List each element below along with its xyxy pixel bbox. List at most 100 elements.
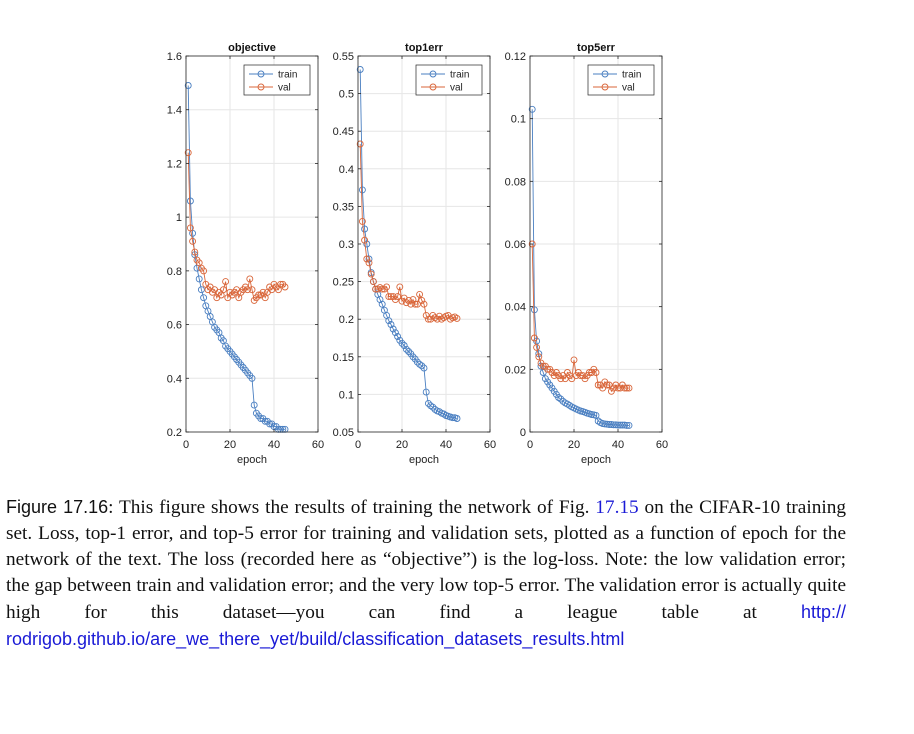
data-point-train bbox=[621, 421, 629, 429]
data-point-val bbox=[533, 343, 541, 351]
data-point-val bbox=[424, 315, 432, 323]
data-point-train bbox=[378, 300, 386, 308]
data-point-val bbox=[385, 293, 393, 301]
y-tick-label: 0.05 bbox=[333, 427, 354, 439]
data-point-val bbox=[418, 296, 426, 304]
data-point-train bbox=[186, 197, 194, 205]
data-point-val bbox=[191, 248, 199, 256]
data-point-val bbox=[530, 334, 538, 342]
data-point-train bbox=[530, 306, 538, 314]
data-point-train bbox=[603, 420, 611, 428]
data-point-train bbox=[427, 402, 435, 410]
y-tick-label: 0.02 bbox=[505, 364, 526, 376]
legend-label-train: train bbox=[622, 70, 641, 81]
x-tick-label: 20 bbox=[568, 439, 580, 451]
y-tick-label: 0.3 bbox=[339, 239, 354, 251]
data-point-train bbox=[625, 421, 633, 429]
data-point-val bbox=[365, 259, 373, 267]
x-tick-label: 0 bbox=[355, 439, 361, 451]
data-point-train bbox=[248, 374, 256, 382]
y-tick-label: 1.4 bbox=[167, 105, 182, 117]
data-point-val bbox=[380, 285, 388, 293]
figure-canvas: 0 20 40 60 0.2 0.4 0.6 0.8 1 1.2 1.4 1.6 objective ep… bbox=[167, 42, 668, 466]
data-point-val bbox=[222, 278, 230, 286]
x-axis-label: epoch bbox=[409, 454, 439, 466]
data-point-val bbox=[603, 381, 611, 389]
y-tick-label: 0.8 bbox=[167, 266, 182, 278]
data-point-val bbox=[184, 149, 192, 157]
data-point-val bbox=[451, 313, 459, 321]
y-tick-label: 0.2 bbox=[167, 427, 182, 439]
y-tick-label: 0.06 bbox=[505, 239, 526, 251]
figure-reference-link[interactable]: 17.15 bbox=[595, 497, 639, 518]
x-tick-label: 20 bbox=[224, 439, 236, 451]
data-point-val bbox=[427, 315, 435, 323]
legend-marker-val bbox=[429, 83, 437, 91]
legend-marker-train bbox=[601, 70, 609, 78]
data-point-train bbox=[453, 415, 461, 422]
data-point-train bbox=[612, 421, 620, 429]
data-point-val bbox=[369, 278, 377, 286]
data-point-val bbox=[453, 314, 461, 322]
legend-marker-train bbox=[429, 70, 437, 78]
series-line-val bbox=[531, 243, 629, 393]
data-point-val bbox=[374, 285, 382, 293]
data-point-val bbox=[361, 236, 369, 244]
data-point-val bbox=[186, 224, 194, 232]
chart-title: top1err bbox=[405, 42, 444, 54]
data-point-train bbox=[398, 339, 406, 347]
data-point-val bbox=[363, 255, 371, 263]
data-point-train bbox=[356, 66, 364, 73]
data-point-val bbox=[244, 286, 252, 294]
caption-separator: : bbox=[108, 497, 114, 518]
data-point-train bbox=[197, 286, 205, 294]
data-point-train bbox=[420, 364, 428, 372]
legend-label-train: train bbox=[450, 70, 469, 81]
data-point-val bbox=[200, 267, 208, 275]
data-point-train bbox=[405, 348, 413, 355]
league-table-link[interactable]: http://​rodrigob.github.io/are_we_there_… bbox=[6, 602, 846, 649]
data-point-train bbox=[387, 321, 395, 328]
data-point-train bbox=[184, 82, 192, 89]
y-tick-label: 0.04 bbox=[505, 302, 526, 314]
x-tick-label: 40 bbox=[268, 439, 280, 451]
data-point-val bbox=[623, 384, 631, 392]
data-point-train bbox=[429, 403, 437, 411]
x-tick-label: 60 bbox=[312, 439, 324, 451]
data-point-train bbox=[358, 186, 366, 194]
data-point-train bbox=[416, 360, 424, 368]
data-point-train bbox=[422, 388, 430, 396]
data-point-train bbox=[555, 394, 563, 401]
data-point-val bbox=[585, 369, 593, 376]
data-point-val bbox=[429, 311, 437, 319]
data-point-train bbox=[601, 420, 609, 428]
data-point-val bbox=[405, 296, 413, 304]
y-tick-label: 0.45 bbox=[333, 126, 354, 138]
data-point-train bbox=[605, 421, 613, 428]
legend-marker-val bbox=[601, 83, 609, 91]
data-point-val bbox=[420, 300, 428, 308]
data-point-train bbox=[610, 421, 618, 429]
data-point-train bbox=[391, 329, 399, 337]
data-point-train bbox=[409, 353, 417, 361]
caption-label: Figure 17.16 bbox=[6, 497, 109, 517]
data-point-val bbox=[570, 356, 578, 364]
data-point-train bbox=[449, 414, 457, 422]
x-tick-label: 60 bbox=[484, 439, 496, 451]
legend-label-val: val bbox=[278, 83, 291, 94]
legend-box bbox=[587, 64, 655, 96]
data-point-train bbox=[528, 105, 536, 113]
legend-marker-val bbox=[257, 83, 265, 91]
data-point-val bbox=[528, 240, 536, 248]
data-point-train bbox=[588, 411, 596, 418]
y-tick-label: 0.6 bbox=[167, 320, 182, 332]
data-point-val bbox=[402, 299, 410, 307]
y-tick-label: 1.6 bbox=[167, 51, 182, 63]
data-point-val bbox=[378, 285, 386, 293]
caption-text-1: This figure shows the results of trainin… bbox=[113, 497, 596, 518]
data-point-train bbox=[424, 399, 432, 407]
x-axis-label: epoch bbox=[581, 454, 611, 466]
y-tick-label: 0.1 bbox=[511, 114, 526, 126]
x-axis-label: epoch bbox=[237, 454, 267, 466]
data-point-train bbox=[200, 294, 208, 302]
